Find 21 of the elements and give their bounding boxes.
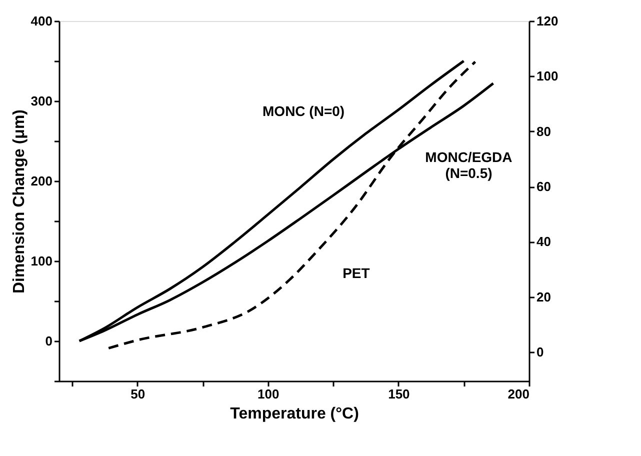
x-tick-label: 100 (258, 386, 280, 402)
series-label: MONC/EGDA (N=0.5) (425, 148, 512, 181)
y2-tick-label: 0 (536, 344, 544, 360)
y2-tick-label: 20 (536, 289, 551, 304)
x-axis-title: Temperature (°C) (230, 406, 359, 422)
y2-tick-label: 80 (536, 124, 551, 139)
y2-tick-label: 120 (536, 14, 558, 28)
x-tick-label: 50 (130, 386, 146, 402)
y-tick-label: 300 (30, 94, 52, 108)
y-tick-label: 0 (45, 334, 52, 348)
y-tick-label: 200 (30, 174, 52, 188)
y-tick-label: 400 (30, 14, 52, 28)
y2-tick-label: 40 (536, 234, 551, 250)
text: PET (342, 265, 370, 282)
series-label: MONC (N=0) (262, 102, 345, 119)
x-tick-label: 150 (388, 386, 410, 402)
y-tick-label: 100 (30, 254, 52, 268)
y-axis-title: Dimension Change (μm) (10, 109, 28, 294)
x-tick-label: 200 (508, 386, 530, 402)
y2-tick-label: 100 (536, 68, 558, 84)
y2-tick-label: 60 (536, 179, 551, 194)
